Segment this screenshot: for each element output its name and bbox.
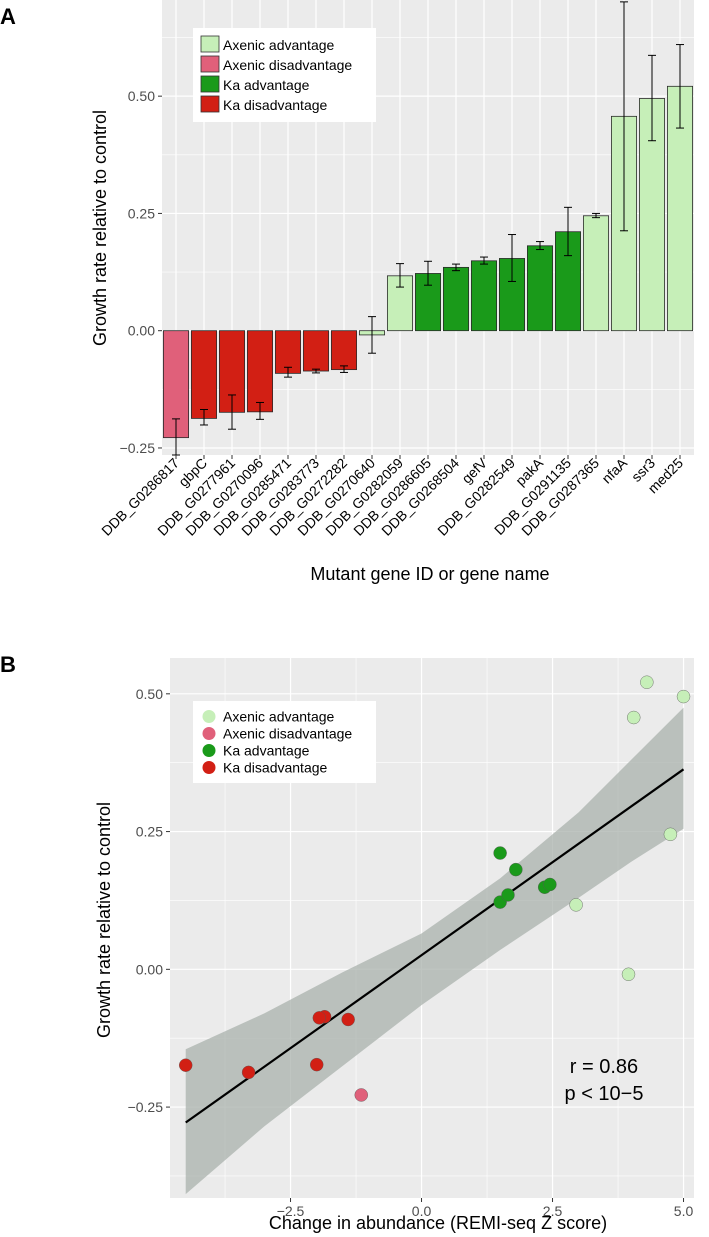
scatter-point-12 bbox=[543, 877, 557, 892]
bar-DDB_G0268504 bbox=[442, 266, 469, 332]
error-bar-DDB_G0291135 bbox=[564, 206, 572, 257]
scatter-point-8 bbox=[569, 898, 583, 912]
panel-b-x-axis-label: Change in abundance (REMI-seq Z score) bbox=[269, 1213, 607, 1233]
legend-key-axenic_disadvantage bbox=[202, 727, 216, 740]
scatter-point-15 bbox=[663, 827, 678, 842]
panel-b-y-tick-label: 0.50 bbox=[136, 686, 163, 702]
scatter-point-7 bbox=[621, 967, 636, 981]
error-bar-DDB_G0283773 bbox=[312, 368, 320, 374]
confidence-band bbox=[185, 707, 684, 1195]
legend-key-ka_disadvantage bbox=[202, 761, 216, 774]
scatter-point-4 bbox=[341, 1012, 355, 1027]
error-bar-DDB_G0287365 bbox=[592, 212, 600, 219]
legend-label-ka_disadvantage: Ka disadvantage bbox=[223, 97, 328, 113]
scatter-point-16 bbox=[627, 710, 641, 725]
bar-pakA bbox=[527, 245, 554, 332]
error-bar-DDB_G0272282 bbox=[340, 365, 348, 373]
bar-DDB_G0285471 bbox=[274, 330, 301, 374]
panel-a-x-axis-label: Mutant gene ID or gene name bbox=[310, 564, 549, 584]
legend-key-axenic_advantage bbox=[200, 35, 220, 53]
panel-a-label: A bbox=[0, 4, 16, 29]
regression-line bbox=[185, 768, 685, 1124]
legend-key-axenic_advantage bbox=[202, 710, 216, 723]
x-tick-label-nfaA: nfaA bbox=[598, 454, 630, 486]
panel-a-y-tick-label: 0.50 bbox=[128, 88, 155, 104]
panel-a-bar-chart: A −0.25 0.00 0.25 0.50 DDB_G0286817gbpCDDB_… bbox=[0, 0, 694, 584]
error-bar-gbpC bbox=[200, 409, 208, 426]
bar-DDB_G0272282 bbox=[330, 330, 357, 371]
legend-label-ka_advantage: Ka advantage bbox=[223, 743, 310, 759]
legend-label-ka_disadvantage: Ka disadvantage bbox=[223, 760, 328, 776]
scatter-point-0 bbox=[354, 1088, 368, 1102]
panel-a-y-tick-labels: −0.25 0.00 0.25 0.50 bbox=[120, 88, 162, 456]
panel-b-annotation-p: p < 10−5 bbox=[565, 1083, 644, 1105]
scatter-point-2 bbox=[241, 1065, 256, 1080]
bar-DDB_G0270096 bbox=[246, 330, 273, 413]
error-bar-nfaA bbox=[620, 1, 628, 232]
panel-a-y-tick-label: 0.00 bbox=[128, 323, 155, 339]
error-bar-DDB_G0277961 bbox=[228, 394, 236, 430]
panel-b-label: B bbox=[0, 652, 16, 677]
panel-a-y-tick-label: 0.25 bbox=[128, 205, 155, 221]
panel-b-x-tick-label: 5.0 bbox=[674, 1203, 694, 1219]
panel-b-annotation-r: r = 0.86 bbox=[570, 1056, 638, 1078]
scatter-point-10 bbox=[501, 888, 515, 902]
scatter-point-1 bbox=[179, 1058, 193, 1072]
error-bar-DDB_G0270096 bbox=[256, 401, 264, 420]
panel-a-legend: Axenic advantage Axenic disadvantage Ka ad… bbox=[193, 28, 376, 122]
error-bar-ssr3 bbox=[648, 54, 656, 142]
panel-b-scatter-chart: B −0.25 0.00 0.25 0.50 −2.5 0.0 2.5 5.0 Growth… bbox=[0, 652, 694, 1233]
error-bar-DDB_G0285471 bbox=[284, 366, 292, 378]
bar-DDB_G0286817 bbox=[162, 330, 189, 439]
legend-label-ka_advantage: Ka advantage bbox=[223, 77, 310, 93]
legend-background bbox=[193, 701, 376, 783]
scatter-point-3 bbox=[310, 1057, 324, 1072]
legend-background bbox=[193, 28, 376, 122]
panel-a-x-tick-labels: DDB_G0286817gbpCDDB_G0277961DDB_G0270096… bbox=[98, 454, 686, 538]
bar-DDB_G0283773 bbox=[302, 330, 329, 372]
error-bar-gefV bbox=[480, 256, 488, 265]
scatter-point-17 bbox=[676, 689, 691, 704]
scatter-point-6 bbox=[312, 1011, 327, 1025]
panel-b-y-tick-label: −0.25 bbox=[128, 1099, 164, 1115]
panel-b-x-tick-label: 0.0 bbox=[412, 1203, 432, 1219]
error-bar-DDB_G0282059 bbox=[396, 263, 404, 288]
panel-b-y-tick-labels: −0.25 0.00 0.25 0.50 bbox=[128, 686, 170, 1115]
bar-gbpC bbox=[190, 330, 217, 419]
panel-b-x-tick-labels: −2.5 0.0 2.5 5.0 bbox=[277, 1198, 694, 1219]
error-bar-pakA bbox=[536, 241, 544, 251]
legend-label-axenic_advantage: Axenic advantage bbox=[223, 37, 335, 53]
scatter-point-14 bbox=[493, 846, 507, 860]
panel-b-x-tick-label: −2.5 bbox=[277, 1203, 305, 1219]
legend-key-ka_advantage bbox=[200, 75, 220, 93]
error-bar-med25 bbox=[676, 44, 684, 129]
panel-a-plot-area bbox=[162, 0, 694, 456]
legend-key-axenic_disadvantage bbox=[200, 55, 220, 73]
error-bar-DDB_G0268504 bbox=[452, 263, 460, 272]
legend-label-axenic_disadvantage: Axenic disadvantage bbox=[223, 726, 352, 742]
legend-label-axenic_disadvantage: Axenic disadvantage bbox=[223, 57, 352, 73]
error-bar-DDB_G0270640 bbox=[368, 316, 376, 354]
legend-label-axenic_advantage: Axenic advantage bbox=[223, 709, 335, 725]
panel-b-y-tick-label: 0.00 bbox=[136, 961, 163, 977]
bar-gefV bbox=[470, 260, 497, 332]
panel-a-y-axis-label: Growth rate relative to control bbox=[90, 110, 110, 346]
panel-a-y-tick-label: −0.25 bbox=[120, 440, 156, 456]
scatter-point-13 bbox=[509, 862, 523, 877]
legend-key-ka_disadvantage bbox=[200, 95, 220, 113]
error-bar-DDB_G0286605 bbox=[424, 260, 432, 286]
panel-b-x-tick-label: 2.5 bbox=[543, 1203, 563, 1219]
scatter-point-18 bbox=[640, 675, 654, 689]
panel-b-y-tick-label: 0.25 bbox=[136, 824, 163, 840]
error-bar-DDB_G0282549 bbox=[508, 234, 516, 282]
legend-key-ka_advantage bbox=[202, 744, 216, 757]
panel-b-y-axis-label: Growth rate relative to control bbox=[94, 802, 114, 1038]
bar-DDB_G0287365 bbox=[583, 215, 610, 332]
